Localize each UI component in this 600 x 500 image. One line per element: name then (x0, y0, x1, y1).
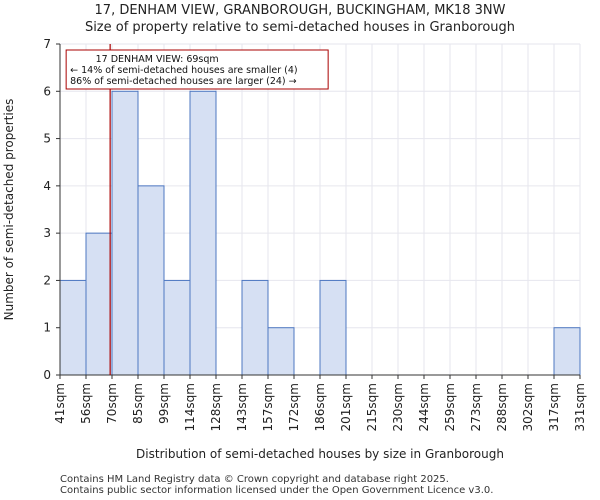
annotation-larger: 86% of semi-detached houses are larger (… (70, 76, 297, 87)
histogram-bar (59, 279, 87, 376)
histogram-bar (137, 185, 165, 376)
x-tick-label: 302sqm (521, 383, 535, 431)
x-tick-label: 201sqm (339, 383, 353, 431)
y-tick-label: 4 (43, 179, 51, 193)
x-tick-label: 114sqm (183, 383, 197, 431)
y-tick-label: 0 (43, 368, 51, 382)
annotation-box (65, 49, 329, 90)
histogram-bar (553, 327, 581, 376)
y-tick-label: 5 (43, 132, 51, 146)
histogram-bar (189, 90, 217, 376)
x-tick-label: 172sqm (287, 383, 301, 431)
histogram-bar (267, 327, 295, 376)
histogram-bar (163, 279, 191, 376)
histogram-bar (241, 279, 269, 376)
footer-copyright: Contains HM Land Registry data © Crown c… (60, 474, 449, 485)
histogram-bar (319, 279, 347, 376)
x-tick-label: 244sqm (417, 383, 431, 431)
y-tick-label: 1 (43, 321, 51, 335)
x-tick-label: 70sqm (105, 383, 119, 424)
x-tick-label: 41sqm (53, 383, 67, 424)
y-tick-label: 6 (43, 84, 51, 98)
x-tick-label: 143sqm (235, 383, 249, 431)
annotation-smaller: ← 14% of semi-detached houses are smalle… (70, 65, 298, 76)
x-tick-label: 99sqm (157, 383, 171, 424)
y-tick-label: 2 (43, 273, 51, 287)
x-tick-label: 85sqm (131, 383, 145, 424)
y-tick-label: 3 (43, 226, 51, 240)
x-tick-label: 186sqm (313, 383, 327, 431)
x-tick-label: 317sqm (547, 383, 561, 431)
chart-title-line2: Size of property relative to semi-detach… (84, 20, 516, 35)
x-tick-label: 259sqm (443, 383, 457, 431)
footer-licence: Contains public sector information licen… (60, 485, 494, 496)
x-tick-label: 230sqm (391, 383, 405, 431)
annotation-title: 17 DENHAM VIEW: 69sqm (96, 54, 219, 65)
y-axis-label: Number of semi-detached properties (2, 99, 16, 321)
x-axis-label: Distribution of semi-detached houses by … (136, 447, 504, 461)
chart-title-line1: 17, DENHAM VIEW, GRANBOROUGH, BUCKINGHAM… (94, 3, 506, 18)
x-tick-label: 128sqm (209, 383, 223, 431)
x-tick-label: 331sqm (573, 383, 587, 431)
histogram-bar (85, 232, 113, 376)
x-tick-label: 157sqm (261, 383, 275, 431)
x-tick-label: 56sqm (79, 383, 93, 424)
x-tick-label: 273sqm (469, 383, 483, 431)
x-tick-label: 215sqm (365, 383, 379, 431)
y-tick-label: 7 (43, 37, 51, 51)
x-tick-label: 288sqm (495, 383, 509, 431)
histogram-bar (111, 90, 139, 376)
